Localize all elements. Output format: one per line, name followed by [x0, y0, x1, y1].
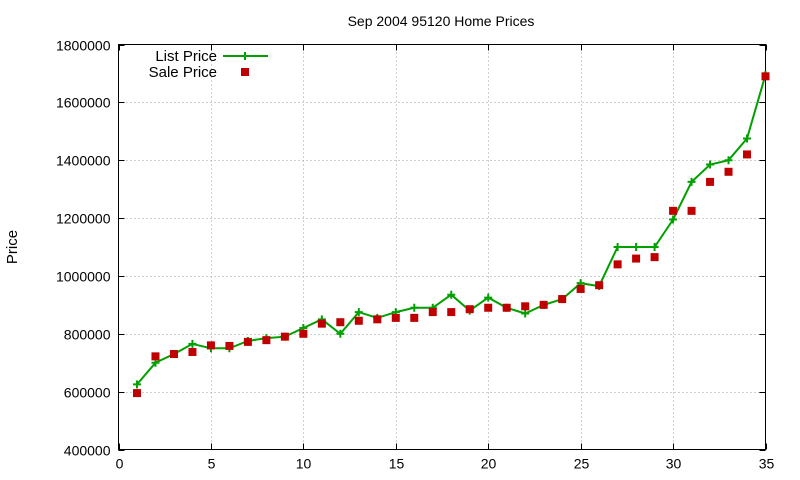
- data-point-sale-price: [595, 281, 604, 290]
- data-point-sale-price: [539, 300, 548, 309]
- data-point-list-price: [669, 215, 678, 224]
- data-point-sale-price: [225, 341, 234, 350]
- data-point-sale-price: [669, 206, 678, 215]
- data-point-sale-price: [613, 260, 622, 269]
- x-tick-label: 10: [296, 456, 312, 472]
- y-tick-label: 400000: [64, 443, 111, 459]
- data-point-sale-price: [687, 206, 696, 215]
- data-point-list-price: [724, 156, 733, 165]
- data-point-sale-price: [317, 319, 326, 328]
- data-point-sale-price: [502, 303, 511, 312]
- data-point-list-price: [743, 134, 752, 143]
- data-point-sale-price: [428, 308, 437, 317]
- series-list-price: [132, 70, 770, 389]
- data-point-list-price: [521, 309, 530, 318]
- x-tick-label: 0: [116, 456, 124, 472]
- x-tick-label: 30: [666, 456, 682, 472]
- data-point-list-price: [132, 380, 141, 389]
- data-point-sale-price: [447, 308, 456, 317]
- data-point-sale-price: [410, 313, 419, 322]
- plot-frame: [118, 44, 766, 450]
- data-point-sale-price: [391, 313, 400, 322]
- data-point-sale-price: [280, 332, 289, 341]
- legend: List Price Sale Price: [149, 48, 268, 81]
- legend-label-sale-price: Sale Price: [149, 64, 217, 81]
- data-point-sale-price: [576, 284, 585, 293]
- data-point-sale-price: [743, 150, 752, 159]
- data-point-list-price: [188, 339, 197, 348]
- series-line-list-price: [136, 74, 767, 386]
- y-tick-label: 1600000: [56, 95, 111, 111]
- y-tick-label: 1400000: [56, 153, 111, 169]
- series-sale-price: [132, 72, 770, 398]
- axis-ticks: 0 5 10 15 20 25 30 35 400000 600000 800000 1000000 1…: [56, 38, 775, 472]
- data-point-list-price: [706, 160, 715, 169]
- data-point-sale-price: [521, 302, 530, 311]
- data-point-sale-price: [151, 352, 160, 361]
- legend-marker-list-price: [241, 52, 249, 60]
- data-point-sale-price: [299, 329, 308, 338]
- data-point-sale-price: [724, 167, 733, 176]
- x-tick-label: 5: [208, 456, 216, 472]
- data-point-list-price: [410, 303, 419, 312]
- data-point-sale-price: [169, 350, 178, 359]
- data-point-list-price: [484, 293, 493, 302]
- series-layer: [132, 70, 770, 398]
- data-point-list-price: [447, 290, 456, 299]
- y-tick-label: 600000: [64, 385, 111, 401]
- data-point-list-price: [650, 243, 659, 251]
- gridlines: [118, 44, 766, 450]
- y-axis-label: Price: [4, 230, 21, 264]
- data-point-sale-price: [262, 336, 271, 345]
- x-tick-label: 20: [481, 456, 497, 472]
- y-tick-label: 1000000: [56, 269, 111, 285]
- data-point-sale-price: [650, 253, 659, 262]
- x-tick-label: 25: [574, 456, 590, 472]
- data-point-list-price: [336, 329, 345, 338]
- data-point-sale-price: [706, 177, 715, 186]
- data-point-sale-price: [373, 315, 382, 324]
- data-point-list-price: [632, 243, 641, 251]
- data-point-sale-price: [761, 72, 770, 81]
- y-tick-label: 1800000: [56, 38, 111, 54]
- data-point-sale-price: [132, 389, 141, 398]
- x-tick-label: 35: [759, 456, 775, 472]
- data-point-list-price: [354, 308, 363, 317]
- data-point-sale-price: [632, 254, 641, 263]
- data-point-sale-price: [206, 341, 215, 350]
- data-point-sale-price: [188, 348, 197, 357]
- legend-label-list-price: List Price: [155, 48, 217, 65]
- data-point-sale-price: [465, 305, 474, 314]
- data-point-sale-price: [354, 316, 363, 325]
- data-point-sale-price: [336, 318, 345, 327]
- chart-title: Sep 2004 95120 Home Prices: [348, 13, 535, 29]
- y-tick-label: 1200000: [56, 211, 111, 227]
- data-point-list-price: [613, 243, 622, 251]
- legend-marker-sale-price: [241, 68, 249, 76]
- data-point-sale-price: [243, 337, 252, 346]
- data-point-list-price: [687, 177, 696, 186]
- x-tick-label: 15: [389, 456, 405, 472]
- y-tick-label: 800000: [64, 327, 111, 343]
- data-point-sale-price: [484, 303, 493, 312]
- data-point-sale-price: [558, 295, 567, 304]
